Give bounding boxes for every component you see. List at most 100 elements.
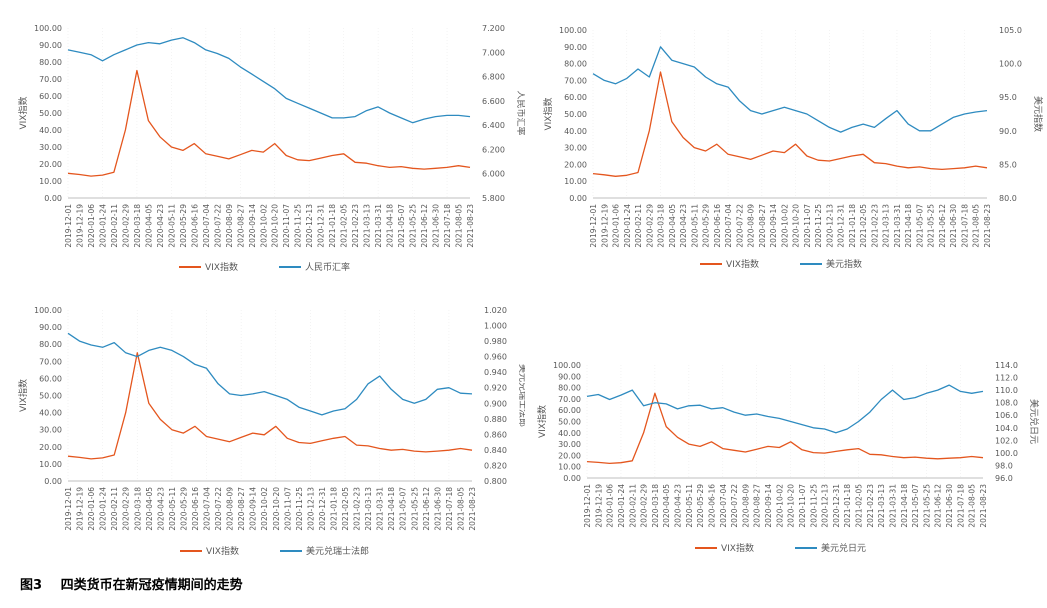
x-tick-label: 2020-10-02: [775, 484, 784, 528]
x-tick-label: 2020-12-31: [837, 204, 846, 248]
x-tick-label: 2020-11-25: [809, 484, 818, 528]
x-tick-label: 2021-05-25: [922, 484, 931, 528]
x-tick-label: 2021-07-18: [443, 204, 452, 248]
x-tick-label: 2021-06-30: [945, 484, 954, 528]
y-right-tick-label: 6.000: [482, 170, 505, 179]
y-left-tick-label: 90.00: [39, 323, 62, 332]
x-tick-label: 2020-03-18: [657, 204, 666, 248]
chart-jpy-svg: 0.00 10.00 20.00 30.00 40.00 50.00 60.00 70.00 8…: [536, 361, 1040, 554]
y-right-tick-label: 0.900: [484, 399, 507, 408]
y-left-tick-label: 60.00: [39, 374, 62, 383]
legend-label-fx: 美元兑日元: [821, 542, 866, 554]
x-tick-label: 2020-07-22: [213, 204, 222, 248]
x-tick-label: 2021-03-13: [363, 204, 372, 248]
x-tick-label: 2021-01-18: [329, 487, 338, 531]
y-right-tick-label: 0.960: [484, 353, 507, 362]
x-tick-label: 2020-05-11: [167, 204, 176, 248]
legend-label-vix: VIX指数: [721, 542, 754, 554]
x-tick-label: 2020-08-27: [237, 487, 246, 531]
x-tick-label: 2021-02-23: [866, 484, 875, 528]
x-tick-label: 2021-02-23: [870, 204, 879, 248]
x-tick-label: 2020-08-09: [741, 484, 750, 528]
y-right-tick-label: 0.980: [484, 337, 507, 346]
x-tick-label: 2019-12-01: [64, 204, 73, 248]
y-left-tick-label: 30.00: [39, 143, 62, 152]
x-tick-label: 2020-10-02: [259, 204, 268, 248]
x-tick-label: 2020-02-29: [122, 487, 131, 531]
x-tick-label: 2020-06-16: [707, 484, 716, 528]
y-left-tick-label: 10.00: [558, 463, 581, 472]
x-tick-label: 2020-04-05: [145, 487, 154, 531]
y-left-tick-label: 100.00: [553, 361, 581, 370]
x-tick-label: 2019-12-19: [594, 484, 603, 528]
y-right-tick-label: 114.0: [995, 361, 1018, 370]
x-tick-label: 2021-07-18: [445, 487, 454, 531]
y-right-tick-label: 1.020: [484, 306, 507, 315]
x-tick-label: 2021-03-31: [893, 204, 902, 248]
x-tick-label: 2020-02-11: [634, 204, 643, 248]
x-tick-label: 2020-04-23: [156, 204, 165, 248]
x-tick-label: 2020-02-11: [110, 487, 119, 531]
x-tick-label: 2021-06-30: [432, 204, 441, 248]
y-left-tick-label: 40.00: [39, 409, 62, 418]
x-tick-label: 2020-08-27: [758, 204, 767, 248]
y-left-tick-label: 0.00: [569, 194, 587, 203]
x-tick-label: 2021-07-18: [960, 204, 969, 248]
x-tick-label: 2020-01-24: [99, 487, 108, 531]
y-right-tick-label: 0.820: [484, 461, 507, 470]
x-tick-label: 2020-04-23: [156, 487, 165, 531]
y-left-tick-label: 60.00: [39, 92, 62, 101]
x-tick-label: 2020-01-24: [98, 204, 107, 248]
x-tick-label: 2019-12-01: [583, 484, 592, 528]
x-tick-label: 2021-05-07: [915, 204, 924, 248]
x-tick-label: 2020-09-14: [248, 204, 257, 248]
y-left-tick-label: 80.00: [39, 340, 62, 349]
y-left-tick-label: 0.00: [563, 474, 581, 483]
x-tick-label: 2020-10-02: [780, 204, 789, 248]
x-tick-label: 2020-09-14: [249, 487, 258, 531]
x-tick-label: 2020-01-06: [87, 487, 96, 531]
x-tick-label: 2020-05-29: [179, 204, 188, 248]
y-left-tick-label: 20.00: [558, 451, 581, 460]
x-tick-label: 2021-08-23: [979, 484, 988, 528]
y-left-tick-label: 70.00: [39, 357, 62, 366]
x-tick-label: 2020-07-22: [735, 204, 744, 248]
x-tick-label: 2021-08-05: [456, 487, 465, 531]
y-left-axis-title: VIX指数: [17, 97, 29, 130]
y-left-tick-label: 20.00: [564, 160, 587, 169]
x-tick-label: 2020-11-07: [283, 487, 292, 531]
x-tick-label: 2020-04-05: [144, 204, 153, 248]
x-tick-label: 2019-12-01: [589, 204, 598, 248]
x-tick-label: 2020-06-16: [191, 487, 200, 531]
y-right-tick-label: 7.200: [482, 24, 505, 33]
x-tick-label: 2021-01-18: [843, 484, 852, 528]
x-tick-label: 2021-01-18: [848, 204, 857, 248]
x-tick-label: 2021-03-13: [364, 487, 373, 531]
x-tick-label: 2020-07-22: [730, 484, 739, 528]
y-left-axis-title: VIX指数: [17, 379, 29, 412]
y-right-tick-label: 102.0: [995, 436, 1018, 445]
x-tick-label: 2020-03-18: [133, 204, 142, 248]
y-right-tick-label: 108.0: [995, 399, 1018, 408]
x-tick-label: 2020-07-04: [719, 484, 728, 528]
y-left-tick-label: 80.00: [564, 60, 587, 69]
x-tick-label: 2020-12-13: [825, 204, 834, 248]
y-right-tick-label: 112.0: [995, 374, 1018, 383]
y-right-tick-label: 110.0: [995, 386, 1018, 395]
y-right-tick-label: 100.0: [995, 449, 1018, 458]
x-tick-label: 2020-11-25: [814, 204, 823, 248]
x-tick-label: 2020-08-27: [753, 484, 762, 528]
fx-series-line: [592, 46, 988, 133]
y-right-axis-title: 美元兑日元: [1028, 399, 1040, 444]
figure-caption: 图3 四类货币在新冠疫情期间的走势: [20, 574, 257, 593]
x-tick-label: 2021-03-31: [374, 204, 383, 248]
y-left-tick-label: 40.00: [39, 126, 62, 135]
chart-panel-jpy: 0.00 10.00 20.00 30.00 40.00 50.00 60.00 70.00 8…: [525, 350, 1047, 570]
x-tick-label: 2021-01-18: [328, 204, 337, 248]
figure-title: 四类货币在新冠疫情期间的走势: [60, 578, 243, 593]
y-right-tick-label: 100.0: [999, 60, 1022, 69]
x-tick-label: 2020-10-20: [792, 204, 801, 248]
y-right-tick-label: 0.940: [484, 368, 507, 377]
x-tick-label: 2020-01-24: [623, 204, 632, 248]
x-tick-label: 2020-06-16: [713, 204, 722, 248]
